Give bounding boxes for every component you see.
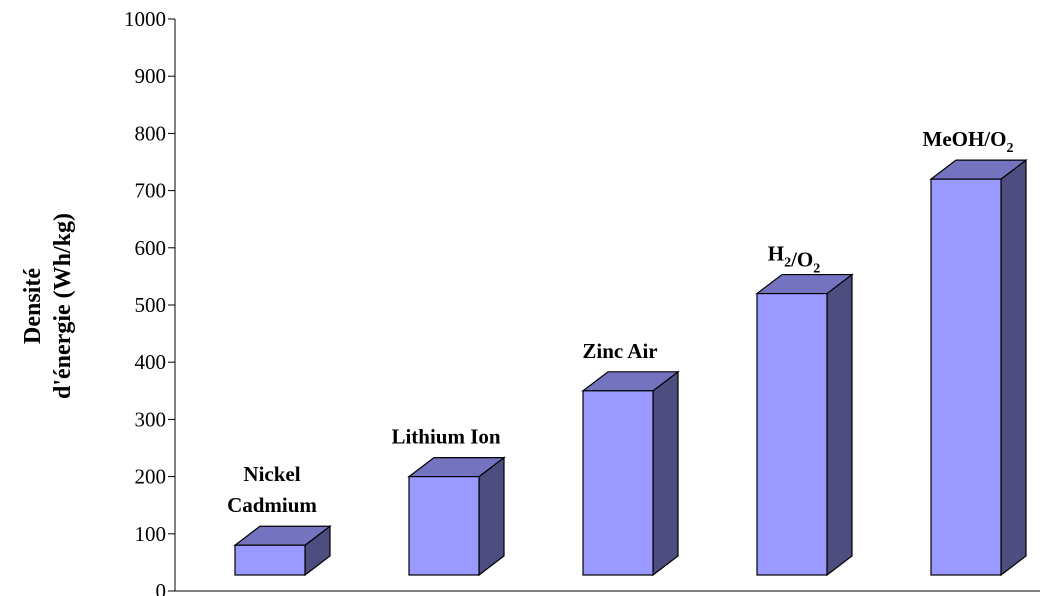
y-ticks: 0 100 200 300 400 500 600 700 800 900 1000: [124, 7, 175, 596]
y-tick-label: 300: [135, 407, 167, 431]
y-tick-label: 500: [135, 293, 167, 317]
bar-front: [234, 544, 306, 576]
bar-label: MeOH/O2: [923, 127, 1014, 156]
y-tick-label: 700: [135, 179, 167, 203]
bar-side: [652, 370, 679, 577]
y-tick-label: 200: [135, 465, 167, 489]
bar: [581, 370, 680, 577]
y-axis-title: Densité d'énergie (Wh/kg): [20, 213, 76, 399]
label-text: Lithium Ion: [391, 425, 500, 449]
bar: [929, 158, 1028, 577]
label-text: MeOH/O: [923, 127, 1007, 151]
label-text: Cadmium: [227, 493, 317, 517]
y-tick-label: 400: [135, 350, 167, 374]
subscript: 2: [813, 262, 820, 277]
label-text: H: [768, 242, 784, 266]
bar: [233, 525, 332, 577]
bar-label: H2/O2: [768, 242, 821, 277]
bar-front: [408, 476, 480, 576]
bar: [407, 456, 506, 577]
bar-front: [582, 390, 654, 576]
y-tick-label: 600: [135, 236, 167, 260]
bar-side: [826, 273, 853, 577]
y-axis-title-line-1: Densité: [20, 268, 46, 344]
label-text: Zinc Air: [582, 339, 657, 363]
bar-side: [478, 456, 505, 577]
bar-label: Nickel: [243, 462, 300, 486]
y-tick-label: 800: [135, 121, 167, 145]
bar: [755, 273, 854, 577]
y-axis-title-line-2: d'énergie (Wh/kg): [50, 213, 76, 399]
bar-front: [930, 178, 1002, 576]
bar-label: Zinc Air: [582, 339, 657, 363]
label-text: /O: [790, 248, 813, 272]
bar-side: [1000, 158, 1027, 577]
bars: [233, 158, 1028, 577]
label-text: Nickel: [243, 462, 300, 486]
bar-label: Lithium Ion: [391, 425, 500, 449]
y-tick-label: 0: [156, 579, 167, 596]
y-tick-label: 100: [135, 522, 167, 546]
bar-front: [756, 292, 828, 576]
subscript: 2: [784, 256, 791, 271]
bar-label: Cadmium: [227, 493, 317, 517]
y-tick-label: 1000: [124, 7, 166, 31]
y-tick-label: 900: [135, 64, 167, 88]
subscript: 2: [1006, 141, 1013, 156]
